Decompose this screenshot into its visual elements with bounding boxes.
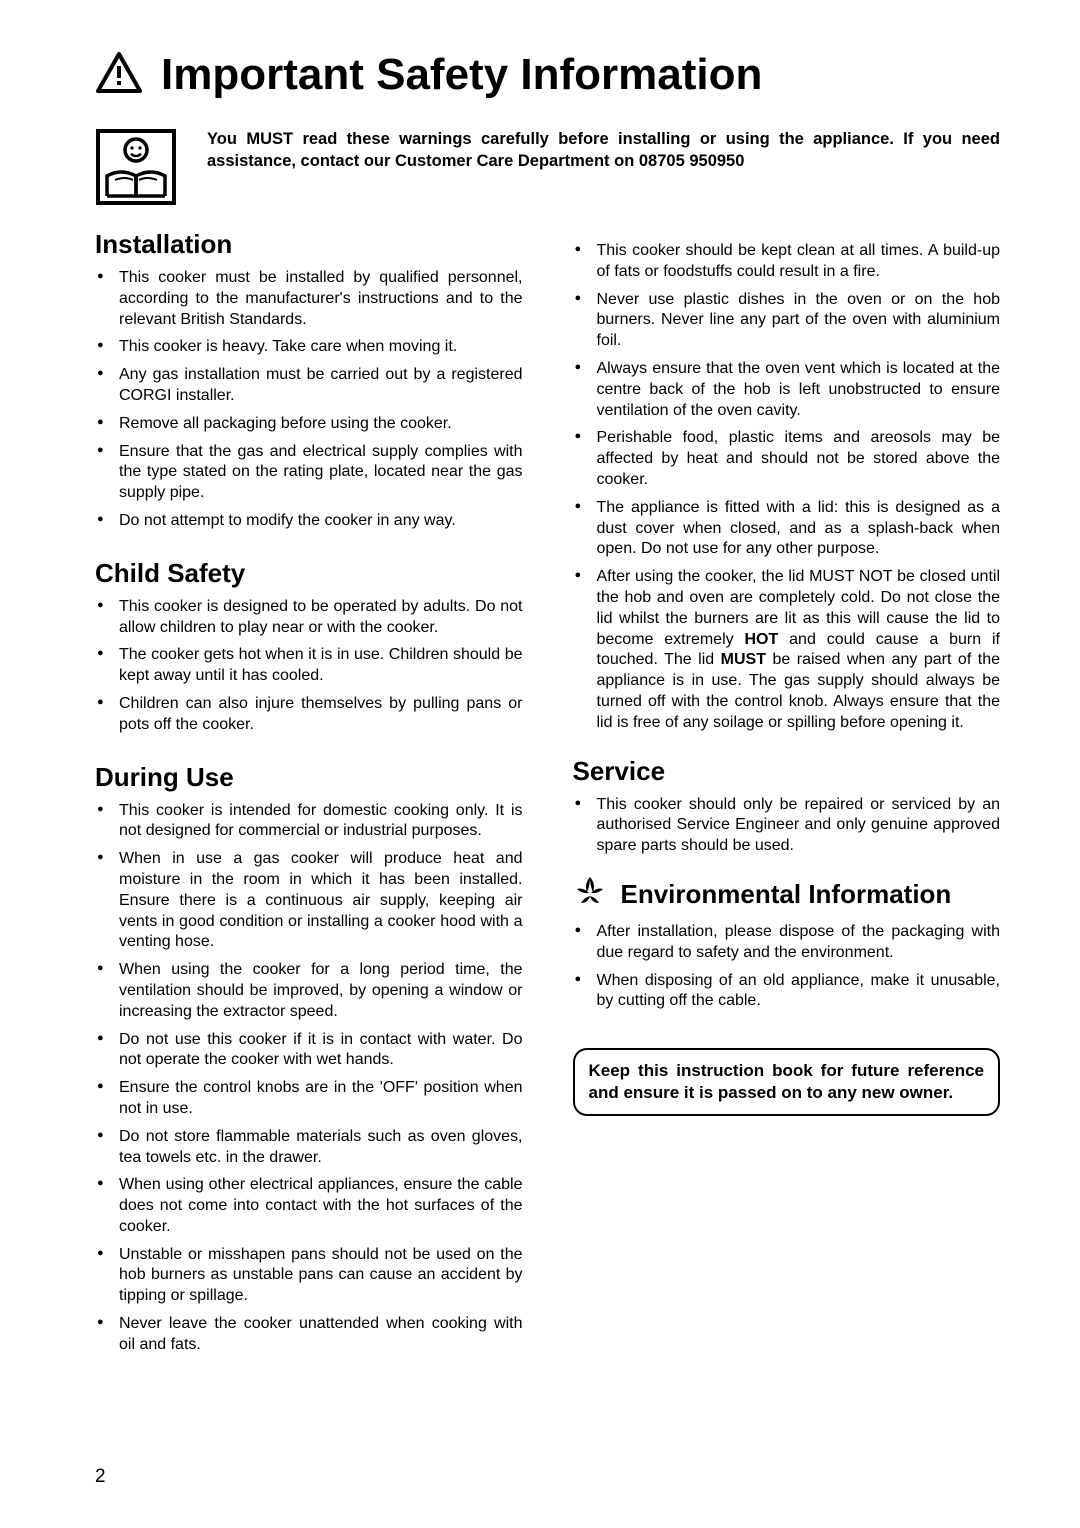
list-item: Do not use this cooker if it is in conta…: [95, 1030, 523, 1072]
list-item: Do not store flammable materials such as…: [95, 1127, 523, 1169]
heading-during-use: During Use: [95, 762, 523, 793]
list-item: This cooker is heavy. Take care when mov…: [95, 337, 523, 358]
list-item: This cooker should only be repaired or s…: [573, 795, 1001, 857]
list-item: When disposing of an old appliance, make…: [573, 971, 1001, 1013]
page-title: Important Safety Information: [161, 50, 762, 100]
intro-text: You MUST read these warnings carefully b…: [207, 128, 1000, 173]
list-item: Do not attempt to modify the cooker in a…: [95, 511, 523, 532]
keep-notice-box: Keep this instruction book for future re…: [573, 1048, 1001, 1116]
list-during-use-left: This cooker is intended for domestic coo…: [95, 801, 523, 1356]
list-service: This cooker should only be repaired or s…: [573, 795, 1001, 857]
list-item: When in use a gas cooker will produce he…: [95, 849, 523, 953]
list-item: Any gas installation must be carried out…: [95, 365, 523, 407]
list-item: This cooker must be installed by qualifi…: [95, 268, 523, 330]
list-item: When using other electrical appliances, …: [95, 1175, 523, 1237]
list-item: Ensure that the gas and electrical suppl…: [95, 442, 523, 504]
read-manual-icon: [95, 128, 177, 211]
list-item: Never leave the cooker unattended when c…: [95, 1314, 523, 1356]
intro-row: You MUST read these warnings carefully b…: [95, 128, 1000, 211]
list-item: When using the cooker for a long period …: [95, 960, 523, 1022]
right-column: This cooker should be kept clean at all …: [573, 229, 1001, 1363]
list-child-safety: This cooker is designed to be operated b…: [95, 597, 523, 736]
list-during-use-right: This cooker should be kept clean at all …: [573, 241, 1001, 734]
list-item: This cooker is designed to be operated b…: [95, 597, 523, 639]
list-item: This cooker is intended for domestic coo…: [95, 801, 523, 843]
list-item: The appliance is fitted with a lid: this…: [573, 498, 1001, 560]
list-item: Remove all packaging before using the co…: [95, 414, 523, 435]
list-item: Unstable or misshapen pans should not be…: [95, 1245, 523, 1307]
list-item: This cooker should be kept clean at all …: [573, 241, 1001, 283]
warning-triangle-icon: [95, 51, 143, 100]
recycle-leaf-icon: [573, 875, 607, 914]
list-item: Perishable food, plastic items and areos…: [573, 428, 1001, 490]
list-installation: This cooker must be installed by qualifi…: [95, 268, 523, 532]
list-item: Children can also injure themselves by p…: [95, 694, 523, 736]
heading-environmental: Environmental Information: [621, 879, 952, 910]
title-row: Important Safety Information: [95, 50, 1000, 100]
left-column: Installation This cooker must be install…: [95, 229, 523, 1363]
list-item: After installation, please dispose of th…: [573, 922, 1001, 964]
content-columns: Installation This cooker must be install…: [95, 229, 1000, 1363]
heading-installation: Installation: [95, 229, 523, 260]
list-environmental: After installation, please dispose of th…: [573, 922, 1001, 1012]
list-item: Always ensure that the oven vent which i…: [573, 359, 1001, 421]
environmental-heading-row: Environmental Information: [573, 875, 1001, 914]
page-number: 2: [95, 1466, 106, 1488]
list-item: The cooker gets hot when it is in use. C…: [95, 645, 523, 687]
list-item: Never use plastic dishes in the oven or …: [573, 290, 1001, 352]
heading-service: Service: [573, 756, 1001, 787]
heading-child-safety: Child Safety: [95, 558, 523, 589]
list-item: Ensure the control knobs are in the 'OFF…: [95, 1078, 523, 1120]
list-item: After using the cooker, the lid MUST NOT…: [573, 567, 1001, 733]
